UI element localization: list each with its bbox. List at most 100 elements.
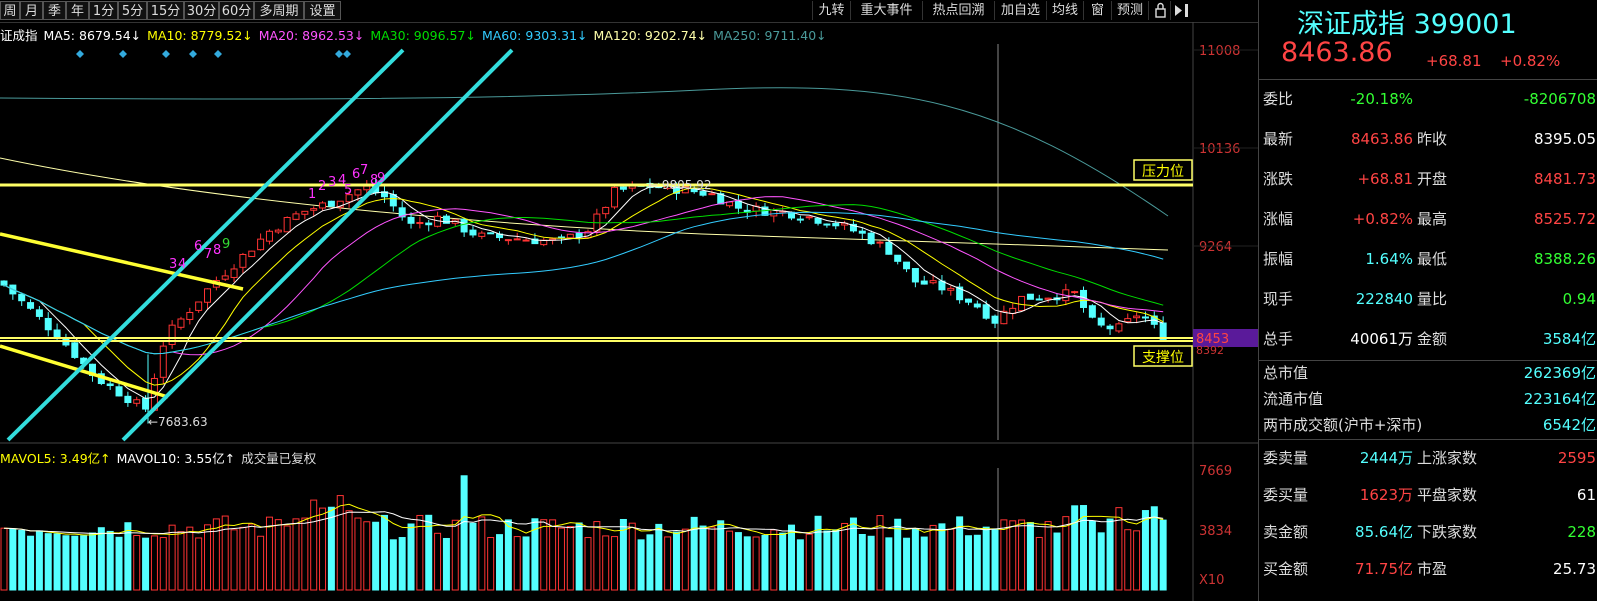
quote-label: 买金额: [1263, 560, 1309, 578]
quote-label: 涨幅: [1263, 210, 1294, 228]
volume-bar: [717, 520, 725, 591]
volume-bar: [522, 536, 530, 591]
candle-body: [849, 223, 857, 232]
volume-bar: [885, 537, 893, 591]
candle-body: [911, 268, 919, 283]
quote-value: 6542亿: [1542, 416, 1596, 434]
volume-bar: [602, 535, 610, 591]
period-1-button[interactable]: 月: [20, 1, 43, 20]
period-0-button[interactable]: 周: [0, 1, 20, 20]
quote-value: 8463.86: [1350, 130, 1413, 148]
quote-row: 卖金额 85.64亿 下跌家数 228: [1259, 520, 1597, 544]
candle-body: [964, 298, 972, 303]
td-sequence-number: 7: [360, 163, 368, 178]
volume-bar: [248, 523, 256, 591]
quote-value: 71.75亿: [1355, 560, 1413, 578]
toolbar-4-button[interactable]: 均线: [1046, 1, 1083, 20]
period-6-button[interactable]: 15分: [147, 1, 184, 20]
quote-label: 开盘: [1417, 170, 1448, 188]
period-3-button[interactable]: 年: [66, 1, 89, 20]
toolbar-2-button[interactable]: 热点回溯: [922, 1, 994, 20]
volume-bar: [911, 528, 919, 591]
candle-body: [301, 210, 309, 215]
volume-bar: [159, 537, 167, 591]
candle-body: [469, 229, 477, 236]
toolbar-3-button[interactable]: 加自选: [994, 1, 1046, 20]
volume-bar: [973, 534, 981, 591]
period-4-button[interactable]: 1分: [89, 1, 118, 20]
candle-body: [265, 230, 273, 242]
candle-body: [248, 250, 256, 258]
quote-value: 222840: [1355, 290, 1413, 308]
volume-bar: [805, 533, 813, 591]
volume-bar: [849, 517, 857, 591]
volume-bar: [53, 533, 61, 591]
volume-bar: [327, 506, 335, 591]
volume-bar: [504, 519, 512, 591]
candle-body: [1088, 305, 1096, 318]
volume-bar: [212, 518, 220, 591]
quote-row: 两市成交额(沪市+深市) 6542亿: [1259, 413, 1597, 437]
volume-bar: [97, 527, 105, 591]
candle-body: [504, 239, 512, 242]
candle-body: [44, 317, 52, 331]
period-2-button[interactable]: 季: [43, 1, 66, 20]
volume-bar: [186, 526, 194, 591]
candle-body: [973, 303, 981, 308]
candle-body: [442, 215, 450, 224]
period-5-button[interactable]: 5分: [118, 1, 147, 20]
quote-value: -8206708: [1523, 90, 1596, 108]
volume-bar: [690, 516, 698, 591]
quote-value: 3584亿: [1542, 330, 1596, 348]
period-9-button[interactable]: 多周期: [254, 1, 304, 20]
quote-row: 现手 222840 量比 0.94: [1259, 287, 1597, 311]
lock-icon[interactable]: [1148, 1, 1171, 20]
volume-bar: [557, 527, 565, 591]
toolbar-1-button[interactable]: 重大事件: [850, 1, 922, 20]
volume-bar: [1159, 519, 1167, 591]
volume-bar: [611, 536, 619, 591]
quote-row: 买金额 71.75亿 市盈 25.73: [1259, 557, 1597, 581]
volume-bar: [451, 519, 459, 591]
volume-bar: [664, 536, 672, 591]
candle-body: [106, 383, 114, 387]
volume-bar: [1150, 506, 1158, 591]
volume-bar: [938, 523, 946, 591]
channel-line-left: [6, 48, 405, 442]
volume-bar: [265, 516, 273, 591]
volume-bar: [1106, 518, 1114, 591]
period-7-button[interactable]: 30分: [184, 1, 219, 20]
candle-body: [310, 208, 318, 211]
volume-legend: MAVOL5: 3.49亿↑ MAVOL10: 3.55亿↑ 成交量已复权: [0, 448, 322, 466]
ma-legend-item: MA60: 9303.31↓: [481, 28, 588, 43]
candle-body: [389, 194, 397, 207]
toolbar-0-button[interactable]: 九转: [812, 1, 850, 20]
ma10-line: [3, 187, 1164, 386]
volume-bar: [734, 532, 742, 591]
vol-legend-item: 成交量已复权: [241, 451, 317, 466]
toolbar-6-button[interactable]: 预测: [1111, 1, 1148, 20]
candle-body: [1141, 316, 1149, 319]
volume-bar: [655, 523, 663, 591]
volume-bar: [964, 535, 972, 591]
period-toolbar: 周月季年 1分 5分 15分 30分 60分 多周期 设置 九转 重大事件 热点回溯 加自选 均线窗预…: [0, 0, 1258, 23]
candle-body: [71, 342, 79, 358]
expand-panel-icon[interactable]: [1170, 1, 1195, 20]
period-8-button[interactable]: 60分: [219, 1, 254, 20]
volume-bar: [487, 537, 495, 591]
candle-body: [956, 286, 964, 301]
support-box: [1133, 345, 1193, 367]
volume-bar: [0, 527, 8, 591]
volume-bar: [398, 537, 406, 591]
period-10-button[interactable]: 设置: [304, 1, 341, 20]
candle-body: [602, 206, 610, 215]
ma5-line: [3, 185, 1164, 400]
volume-bar: [372, 521, 380, 591]
index-price: 8463.86: [1281, 37, 1393, 68]
volume-bar: [867, 535, 875, 591]
index-change: +68.81: [1426, 52, 1482, 70]
candle-body: [929, 280, 937, 284]
toolbar-5-button[interactable]: 窗: [1083, 1, 1111, 20]
volume-bar: [150, 535, 158, 591]
